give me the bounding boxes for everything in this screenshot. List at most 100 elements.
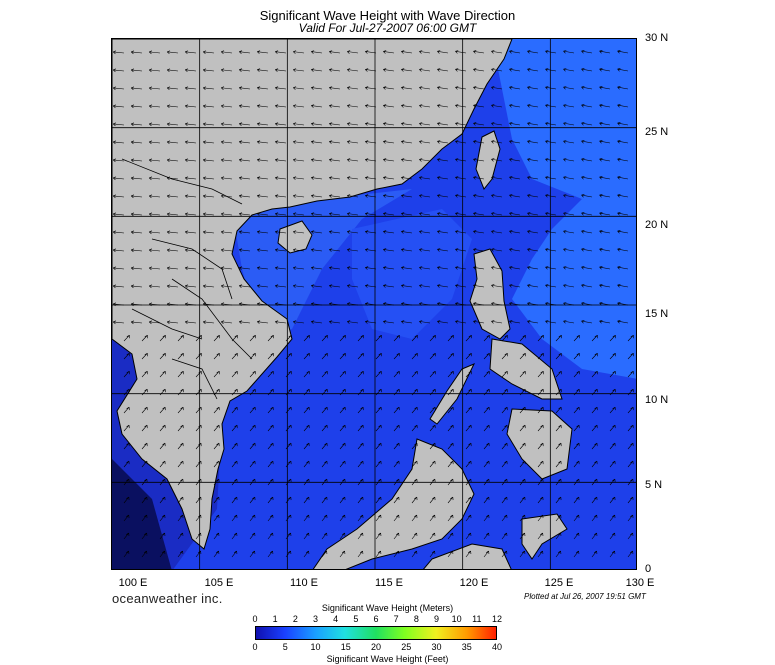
wave-arrow: [231, 442, 238, 450]
wave-arrow: [159, 334, 166, 342]
wave-arrow: [599, 194, 611, 198]
wave-arrow: [491, 122, 503, 126]
wave-arrow: [491, 284, 503, 288]
wave-arrow: [473, 50, 485, 54]
wave-arrow: [123, 352, 130, 360]
wave-arrow: [617, 302, 629, 306]
wave-arrow: [184, 122, 197, 127]
wave-arrow: [563, 194, 575, 198]
wave-arrow: [112, 212, 125, 217]
wave-arrow: [429, 424, 436, 432]
wave-arrow: [303, 550, 310, 558]
wave-arrow: [285, 352, 292, 360]
wave-arrow: [429, 478, 436, 486]
wave-arrow: [429, 550, 436, 558]
wave-arrow: [375, 514, 382, 522]
wave-arrow: [195, 388, 202, 396]
wave-arrow: [599, 320, 611, 324]
wave-arrow: [347, 284, 359, 288]
wave-arrow: [591, 406, 598, 414]
wave-arrow: [501, 460, 508, 468]
wave-arrow: [148, 320, 161, 325]
wave-arrow: [437, 248, 449, 252]
wave-arrow: [329, 140, 341, 144]
wave-arrow: [429, 334, 436, 342]
wave-arrow: [112, 266, 125, 271]
wave-arrow: [357, 550, 364, 558]
wave-arrow: [555, 532, 562, 540]
legend-meters-title: Significant Wave Height (Meters): [321, 603, 454, 613]
wave-arrow: [447, 352, 454, 360]
wave-arrow: [429, 370, 436, 378]
wave-arrow: [491, 158, 503, 162]
wave-arrow: [177, 496, 184, 504]
wave-arrow: [419, 320, 431, 324]
wave-arrow: [177, 442, 184, 450]
wave-arrow: [563, 176, 575, 180]
wave-arrow: [202, 284, 215, 288]
legend-tick: 20: [370, 642, 382, 652]
wave-arrow: [177, 550, 184, 558]
wave-arrow: [419, 302, 431, 306]
wave-arrow: [221, 50, 233, 54]
wave-arrow: [599, 212, 611, 216]
wave-arrow: [573, 478, 580, 486]
wave-arrow: [213, 388, 220, 396]
wave-arrow: [239, 104, 251, 108]
wave-arrow: [130, 68, 143, 73]
legend-tick: 0: [252, 614, 258, 624]
wave-arrow: [591, 442, 598, 450]
wave-arrow: [491, 140, 503, 144]
wave-arrow: [519, 352, 526, 360]
wave-arrow: [339, 550, 346, 558]
wave-arrow: [221, 140, 233, 144]
wave-arrow: [527, 212, 539, 216]
wave-arrow: [357, 460, 364, 468]
wave-arrow: [275, 266, 287, 270]
wave-arrow: [239, 230, 251, 234]
wave-arrow: [231, 514, 238, 522]
legend-tick: 4: [333, 614, 339, 624]
wave-arrow: [184, 212, 197, 217]
wave-arrow: [141, 514, 148, 522]
wave-arrow: [239, 68, 251, 72]
wave-arrow: [311, 212, 323, 216]
wave-arrow: [257, 104, 269, 108]
wave-arrow: [455, 122, 467, 126]
brand-name: oceanweather inc.: [112, 591, 223, 606]
wave-arrow: [311, 176, 323, 180]
wave-arrow: [455, 176, 467, 180]
wave-arrow: [257, 212, 269, 216]
wave-arrow: [249, 460, 256, 468]
wave-arrow: [275, 140, 287, 144]
wave-arrow: [347, 140, 359, 144]
wave-arrow: [545, 86, 557, 90]
wave-arrow: [573, 388, 580, 396]
wave-arrow: [347, 104, 359, 108]
wave-arrow: [545, 140, 557, 144]
wave-arrow: [112, 140, 125, 145]
wave-arrow: [166, 122, 179, 127]
wave-arrow: [285, 496, 292, 504]
wave-arrow: [545, 320, 557, 324]
wave-arrow: [249, 514, 256, 522]
wave-arrow: [375, 334, 382, 342]
wave-arrow: [627, 478, 634, 486]
wave-arrow: [339, 496, 346, 504]
wave-arrow: [112, 248, 125, 253]
wave-arrow: [159, 352, 166, 360]
wave-arrow: [123, 334, 130, 342]
wave-arrow: [339, 442, 346, 450]
lat-label: 5 N: [645, 479, 663, 491]
wave-arrow: [184, 86, 197, 91]
wave-arrow: [213, 514, 220, 522]
wave-arrow: [599, 266, 611, 270]
wave-arrow: [195, 352, 202, 360]
wave-arrow: [231, 496, 238, 504]
wave-arrow: [365, 176, 377, 180]
wave-arrow: [473, 230, 485, 234]
wave-arrow: [617, 158, 629, 162]
wave-arrow: [123, 532, 130, 540]
wave-arrow: [599, 230, 611, 234]
wave-arrow: [591, 550, 598, 558]
